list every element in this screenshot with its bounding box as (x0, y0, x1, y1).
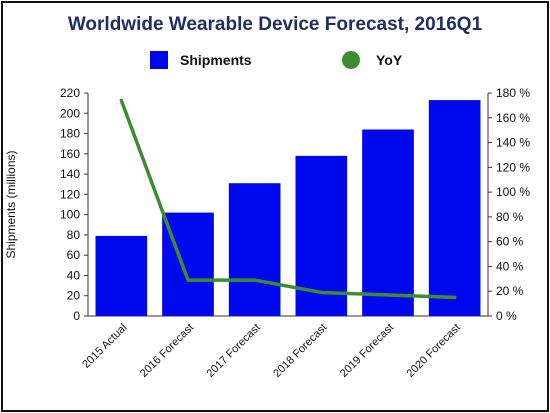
y2-tick-label: 0 % (496, 309, 517, 323)
yoy-point (186, 278, 190, 282)
bar (228, 183, 281, 316)
y-tick-label: 140 (60, 167, 80, 181)
y-tick-label: 200 (60, 106, 80, 120)
y-tick-label: 0 (73, 309, 80, 323)
y2-tick-label: 80 % (496, 210, 524, 224)
yoy-point (453, 295, 457, 299)
x-tick-label: 2015 Actual (80, 322, 129, 371)
y-tick-label: 220 (60, 86, 80, 100)
bar (362, 129, 414, 316)
yoy-point (319, 290, 323, 294)
legend-label-shipments: Shipments (180, 52, 252, 68)
x-tick-label: 2020 Forecast (405, 322, 463, 380)
yoy-point (119, 98, 123, 102)
y2-tick-label: 180 % (496, 86, 530, 100)
y2-tick-label: 60 % (496, 235, 524, 249)
y-tick-label: 100 (60, 208, 80, 222)
y-tick-label: 20 (67, 289, 81, 303)
y2-tick-label: 100 % (496, 185, 530, 199)
y-axis-title: Shipments (millions) (4, 150, 18, 258)
y2-tick-label: 140 % (496, 136, 530, 150)
y2-tick-label: 40 % (496, 259, 524, 273)
yoy-point (386, 293, 390, 297)
chart-title: Worldwide Wearable Device Forecast, 2016… (67, 14, 483, 35)
legend-swatch-shipments (150, 51, 168, 69)
y-tick-label: 120 (60, 187, 80, 201)
chart-plot: 0 20 40 60 80 100 120 140 160 180 200 220 0 % 20 % 40 … (4, 86, 530, 380)
x-tick-label: 2018 Forecast (271, 322, 329, 380)
y2-tick-label: 20 % (496, 284, 524, 298)
y-tick-label: 160 (60, 147, 80, 161)
legend-swatch-yoy (342, 51, 360, 69)
y-tick-label: 40 (67, 268, 81, 282)
x-tick-label: 2016 Forecast (138, 322, 196, 380)
y-tick-label: 60 (67, 248, 81, 262)
y-tick-label: 80 (67, 228, 81, 242)
y2-tick-label: 160 % (496, 111, 530, 125)
yoy-line (119, 98, 457, 300)
legend-item-yoy: YoY (342, 49, 402, 71)
x-tick-label: 2017 Forecast (205, 322, 263, 380)
x-tick-label: 2019 Forecast (338, 322, 396, 380)
yoy-point (253, 278, 257, 282)
bar (428, 100, 481, 316)
bar (95, 235, 148, 316)
y2-tick-label: 120 % (496, 160, 530, 174)
legend-label-yoy: YoY (376, 52, 403, 68)
legend-item-shipments: Shipments (150, 49, 252, 71)
y-tick-label: 180 (60, 127, 80, 141)
